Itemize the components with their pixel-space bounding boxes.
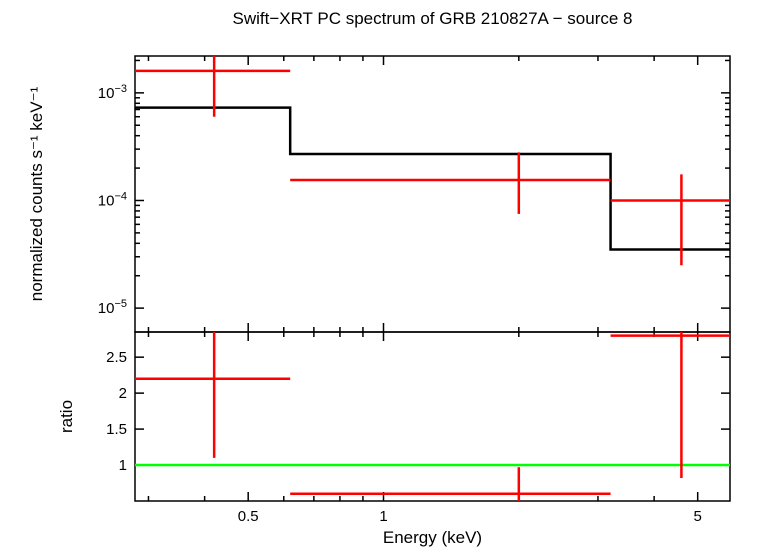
svg-text:10−5: 10−5 <box>98 298 127 317</box>
svg-text:1: 1 <box>379 508 387 525</box>
svg-text:Energy (keV): Energy (keV) <box>383 528 482 547</box>
svg-text:2: 2 <box>119 385 127 402</box>
svg-text:2.5: 2.5 <box>106 349 127 366</box>
chart-svg: Swift−XRT PC spectrum of GRB 210827A − s… <box>0 0 758 556</box>
svg-text:Swift−XRT PC spectrum of GRB 2: Swift−XRT PC spectrum of GRB 210827A − s… <box>232 9 632 28</box>
svg-text:10−3: 10−3 <box>98 83 127 102</box>
svg-text:5: 5 <box>694 508 702 525</box>
svg-text:normalized counts s⁻¹ keV⁻¹: normalized counts s⁻¹ keV⁻¹ <box>27 86 46 301</box>
svg-text:10−4: 10−4 <box>98 190 127 209</box>
svg-text:ratio: ratio <box>57 400 76 433</box>
xray-spectrum-chart: Swift−XRT PC spectrum of GRB 210827A − s… <box>0 0 758 556</box>
svg-text:0.5: 0.5 <box>238 508 259 525</box>
svg-text:1: 1 <box>119 457 127 474</box>
svg-text:1.5: 1.5 <box>106 421 127 438</box>
